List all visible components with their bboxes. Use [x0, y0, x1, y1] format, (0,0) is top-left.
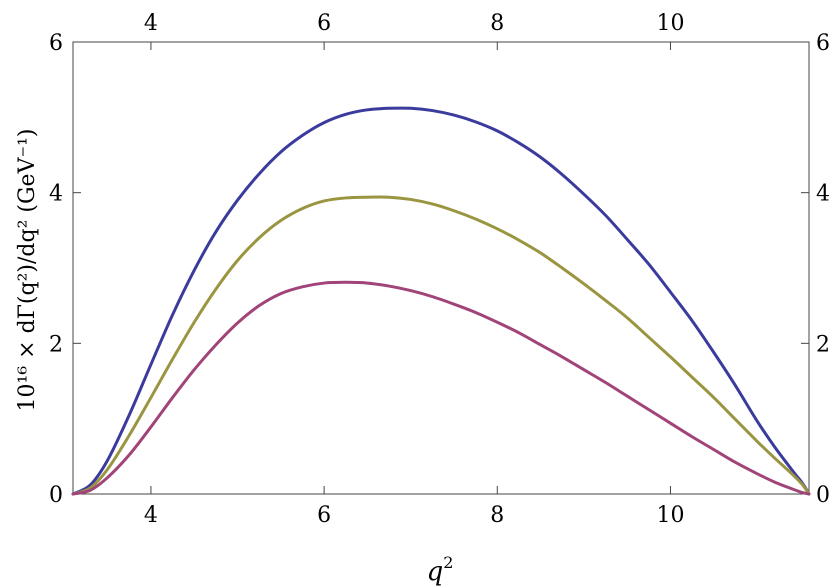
- x-tick-label-bottom: 6: [317, 503, 331, 528]
- y-tick-label-right: 6: [816, 31, 830, 56]
- y-tick-label-right: 2: [816, 332, 830, 357]
- x-tick-label-top: 4: [144, 11, 158, 36]
- series-line-3: [71, 280, 811, 496]
- x-axis-title-sup: 2: [443, 553, 453, 572]
- x-axis-title: q2: [427, 553, 454, 587]
- x-tick-label-top: 10: [656, 11, 684, 36]
- x-tick-label-top: 8: [490, 11, 504, 36]
- y-tick-label-right: 0: [816, 483, 830, 508]
- y-axis-title: 10¹⁶ × dΓ(q²)/dq² (GeV⁻¹): [15, 129, 40, 412]
- y-tick-label-right: 4: [816, 182, 830, 207]
- plot-frame: [72, 41, 810, 495]
- axis-ticks: [73, 41, 809, 495]
- x-tick-label-bottom: 8: [490, 503, 504, 528]
- y-tick-label-left: 2: [49, 332, 63, 357]
- tick-labels: 4 4 6 6 8 8 10 10 0 0 2 2 4 4 6 6: [49, 11, 830, 528]
- y-tick-label-left: 0: [49, 483, 63, 508]
- series-line-1: [71, 106, 811, 496]
- x-tick-label-bottom: 10: [656, 503, 684, 528]
- x-tick-label-top: 6: [317, 11, 331, 36]
- y-tick-label-left: 4: [49, 182, 63, 207]
- series-line-2: [71, 195, 811, 496]
- x-tick-label-bottom: 4: [144, 503, 158, 528]
- data-series: [71, 106, 811, 496]
- y-tick-label-left: 6: [49, 31, 63, 56]
- x-axis-title-base: q: [427, 557, 444, 587]
